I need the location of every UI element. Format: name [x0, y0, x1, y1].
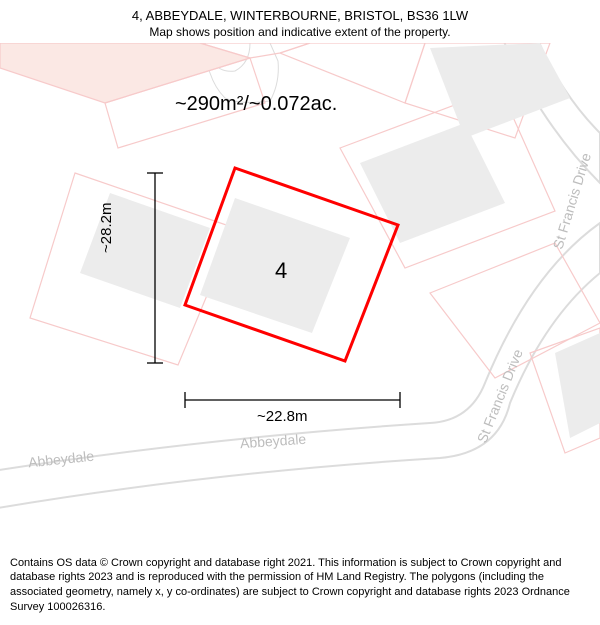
height-measurement: ~28.2m: [98, 203, 115, 253]
width-measurement: ~22.8m: [257, 408, 307, 425]
plot-number: 4: [275, 258, 287, 284]
map-canvas: ~290m²/~0.072ac. ~28.2m ~22.8m 4 Abbeyda…: [0, 43, 600, 523]
copyright-footer: Contains OS data © Crown copyright and d…: [0, 550, 600, 625]
page-title: 4, ABBEYDALE, WINTERBOURNE, BRISTOL, BS3…: [10, 8, 590, 23]
page-subtitle: Map shows position and indicative extent…: [10, 25, 590, 39]
area-measurement: ~290m²/~0.072ac.: [175, 93, 337, 116]
header: 4, ABBEYDALE, WINTERBOURNE, BRISTOL, BS3…: [0, 0, 600, 43]
